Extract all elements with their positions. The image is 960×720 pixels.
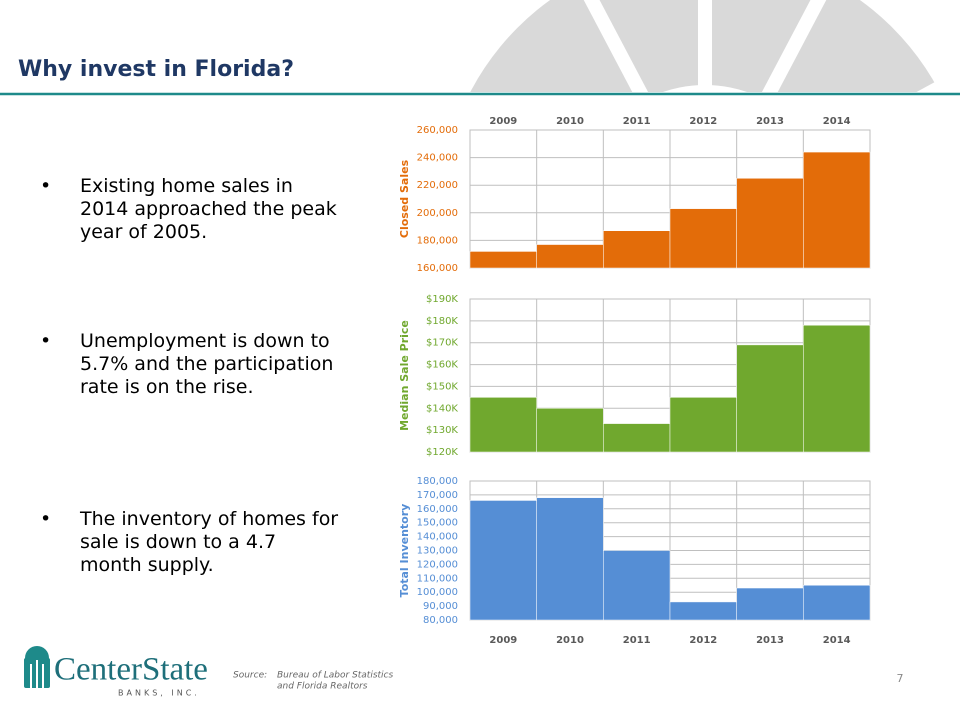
y-tick-label: 150,000	[417, 518, 458, 529]
bar	[669, 397, 737, 453]
page-number: 7	[897, 672, 904, 685]
y-tick-label: $150K	[426, 381, 458, 392]
y-axis-label: Median Sale Price	[398, 320, 411, 431]
decoration	[470, 0, 960, 92]
bar	[603, 423, 671, 453]
y-tick-label: $170K	[426, 338, 458, 349]
bullet: • Existing home sales in 2014 approached …	[40, 175, 340, 244]
y-tick-label: 180,000	[417, 235, 458, 246]
bar	[736, 587, 804, 621]
x-tick-label: 2010	[556, 116, 584, 127]
y-tick-label: 130,000	[417, 546, 458, 557]
x-tick-label: 2012	[689, 116, 717, 127]
y-tick-label: 160,000	[417, 504, 458, 515]
slide-title: Why invest in Florida?	[18, 57, 294, 82]
bar	[803, 324, 871, 453]
y-tick-label: 110,000	[417, 573, 458, 584]
bullet-text: The inventory of homes for sale is down …	[80, 508, 339, 576]
bar	[469, 251, 537, 269]
bar	[603, 550, 671, 621]
bullet: • The inventory of homes for sale is down…	[40, 508, 339, 576]
y-tick-label: 260,000	[417, 125, 458, 136]
x-tick-label: 2012	[689, 635, 717, 646]
x-tick-label: 2013	[756, 635, 784, 646]
y-tick-label: $160K	[426, 360, 458, 371]
x-tick-label: 2009	[489, 116, 517, 127]
bar	[736, 178, 804, 269]
bar	[736, 344, 804, 453]
source-text: Bureau of Labor Statistics	[277, 671, 393, 681]
bullet-text: Unemployment is down to 5.7% and the par…	[80, 330, 334, 398]
bar	[669, 601, 737, 621]
y-axis-label: Closed Sales	[398, 159, 411, 238]
y-tick-label: $190K	[426, 294, 458, 305]
bar	[803, 585, 871, 621]
y-tick-label: 220,000	[417, 180, 458, 191]
bar	[469, 500, 537, 621]
bar	[603, 230, 671, 269]
y-axis-label: Total Inventory	[398, 504, 411, 598]
x-tick-label: 2011	[623, 116, 651, 127]
x-tick-label: 2011	[623, 635, 651, 646]
bar	[536, 244, 604, 269]
y-tick-label: 120,000	[417, 559, 458, 570]
bar	[803, 151, 871, 269]
bullet-text: Existing home sales in 2014 approached t…	[80, 175, 337, 243]
bar	[536, 497, 604, 621]
bar	[536, 408, 604, 453]
y-tick-label: 160,000	[417, 263, 458, 274]
y-tick-label: $130K	[426, 425, 458, 436]
y-tick-label: 140,000	[417, 532, 458, 543]
y-tick-label: $120K	[426, 447, 458, 458]
y-tick-label: 100,000	[417, 587, 458, 598]
y-tick-label: 180,000	[417, 476, 458, 487]
source-label: Source:	[233, 671, 267, 681]
y-tick-label: 240,000	[417, 153, 458, 164]
y-tick-label: 200,000	[417, 208, 458, 219]
x-tick-label: 2014	[823, 116, 851, 127]
bullet: • Unemployment is down to 5.7% and the pa…	[40, 330, 340, 399]
logo-text: CenterState	[54, 652, 208, 688]
bar	[669, 208, 737, 269]
y-tick-label: 90,000	[423, 601, 458, 612]
y-tick-label: 80,000	[423, 615, 458, 626]
x-tick-label: 2009	[489, 635, 517, 646]
logo-subtext: BANKS, INC.	[118, 689, 200, 698]
x-tick-label: 2013	[756, 116, 784, 127]
bar	[469, 397, 537, 453]
y-tick-label: 170,000	[417, 490, 458, 501]
x-tick-label: 2014	[823, 635, 851, 646]
x-tick-label: 2010	[556, 635, 584, 646]
y-tick-label: $140K	[426, 403, 458, 414]
y-tick-label: $180K	[426, 316, 458, 327]
source-text: and Florida Realtors	[277, 682, 368, 692]
logo-icon-lines	[30, 660, 44, 688]
